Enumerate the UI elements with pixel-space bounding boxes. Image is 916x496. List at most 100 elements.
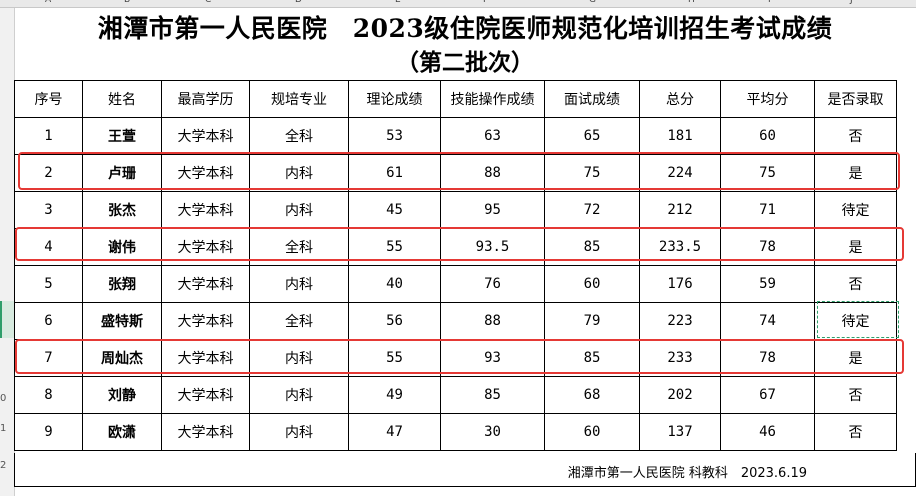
table-cell[interactable]: 欧潇 <box>82 413 162 451</box>
table-cell[interactable]: 79 <box>544 302 640 340</box>
table-cell[interactable]: 大学本科 <box>161 376 250 414</box>
table-cell[interactable]: 76 <box>440 265 545 303</box>
column-header-h[interactable]: H <box>688 0 695 5</box>
table-cell[interactable]: 88 <box>440 302 545 340</box>
column-header-j[interactable]: J <box>850 0 853 5</box>
column-header-c[interactable]: C <box>205 0 212 5</box>
table-cell[interactable]: 是 <box>814 154 897 192</box>
table-cell[interactable]: 内科 <box>249 339 349 377</box>
table-cell[interactable]: 61 <box>348 154 441 192</box>
table-cell[interactable]: 5 <box>14 265 83 303</box>
table-cell[interactable]: 周灿杰 <box>82 339 162 377</box>
table-cell[interactable]: 张杰 <box>82 191 162 229</box>
table-cell[interactable]: 93.5 <box>440 228 545 266</box>
table-cell[interactable]: 233 <box>639 339 721 377</box>
column-header-g[interactable]: G <box>589 0 596 5</box>
table-cell[interactable]: 72 <box>544 191 640 229</box>
table-cell[interactable]: 全科 <box>249 302 349 340</box>
table-cell[interactable]: 60 <box>544 265 640 303</box>
table-cell[interactable]: 202 <box>639 376 721 414</box>
column-title[interactable]: 总分 <box>639 80 721 118</box>
table-cell[interactable]: 张翔 <box>82 265 162 303</box>
row-header-label[interactable]: 2 <box>0 460 7 471</box>
table-cell[interactable]: 181 <box>639 117 721 155</box>
column-header-a[interactable]: A <box>45 0 52 5</box>
row-header-bar[interactable]: 0 1 2 <box>0 8 15 496</box>
table-cell[interactable]: 6 <box>14 302 83 340</box>
table-cell[interactable]: 2 <box>14 154 83 192</box>
table-cell[interactable]: 3 <box>14 191 83 229</box>
table-cell[interactable]: 大学本科 <box>161 302 250 340</box>
table-cell[interactable]: 全科 <box>249 117 349 155</box>
table-cell[interactable]: 78 <box>720 339 815 377</box>
table-cell[interactable]: 95 <box>440 191 545 229</box>
table-cell[interactable]: 30 <box>440 413 545 451</box>
row-header-label[interactable]: 0 <box>0 393 7 404</box>
column-header-i[interactable]: I <box>768 0 771 5</box>
table-cell[interactable]: 7 <box>14 339 83 377</box>
column-title[interactable]: 平均分 <box>720 80 815 118</box>
table-cell[interactable]: 85 <box>440 376 545 414</box>
table-cell[interactable]: 55 <box>348 339 441 377</box>
table-cell[interactable]: 内科 <box>249 191 349 229</box>
table-cell[interactable]: 88 <box>440 154 545 192</box>
table-cell[interactable]: 75 <box>544 154 640 192</box>
table-cell[interactable]: 65 <box>544 117 640 155</box>
table-cell[interactable]: 74 <box>720 302 815 340</box>
table-cell[interactable]: 224 <box>639 154 721 192</box>
table-cell[interactable]: 93 <box>440 339 545 377</box>
column-title[interactable]: 序号 <box>14 80 83 118</box>
table-cell[interactable]: 待定 <box>814 302 897 340</box>
footer-row[interactable]: 湘潭市第一人民医院 科教科 2023.6.19 <box>14 453 916 487</box>
table-cell[interactable]: 内科 <box>249 154 349 192</box>
table-cell[interactable]: 45 <box>348 191 441 229</box>
column-header-f[interactable]: F <box>483 0 489 5</box>
table-cell[interactable]: 85 <box>544 228 640 266</box>
column-title[interactable]: 是否录取 <box>814 80 897 118</box>
column-header-b[interactable]: B <box>124 0 131 5</box>
table-cell[interactable]: 60 <box>720 117 815 155</box>
table-cell[interactable]: 233.5 <box>639 228 721 266</box>
table-cell[interactable]: 47 <box>348 413 441 451</box>
table-cell[interactable]: 67 <box>720 376 815 414</box>
table-cell[interactable]: 刘静 <box>82 376 162 414</box>
column-title[interactable]: 技能操作成绩 <box>440 80 545 118</box>
table-cell[interactable]: 否 <box>814 413 897 451</box>
spreadsheet[interactable]: 湘潭市第一人民医院 2023级住院医师规范化培训招生考试成绩 （第二批次） 序号… <box>14 8 916 496</box>
table-cell[interactable]: 4 <box>14 228 83 266</box>
row-header-label[interactable]: 1 <box>0 423 7 434</box>
table-cell[interactable]: 8 <box>14 376 83 414</box>
table-cell[interactable]: 是 <box>814 339 897 377</box>
table-cell[interactable]: 60 <box>544 413 640 451</box>
table-cell[interactable]: 9 <box>14 413 83 451</box>
table-cell[interactable]: 68 <box>544 376 640 414</box>
table-cell[interactable]: 46 <box>720 413 815 451</box>
column-title[interactable]: 规培专业 <box>249 80 349 118</box>
column-header-d[interactable]: D <box>295 0 302 5</box>
column-header-e[interactable]: E <box>395 0 401 5</box>
table-cell[interactable]: 212 <box>639 191 721 229</box>
table-cell[interactable]: 全科 <box>249 228 349 266</box>
table-cell[interactable]: 待定 <box>814 191 897 229</box>
column-title[interactable]: 理论成绩 <box>348 80 441 118</box>
table-cell[interactable]: 内科 <box>249 265 349 303</box>
table-cell[interactable]: 谢伟 <box>82 228 162 266</box>
table-cell[interactable]: 是 <box>814 228 897 266</box>
table-cell[interactable]: 49 <box>348 376 441 414</box>
table-cell[interactable]: 大学本科 <box>161 413 250 451</box>
column-title[interactable]: 姓名 <box>82 80 162 118</box>
table-cell[interactable]: 71 <box>720 191 815 229</box>
table-cell[interactable]: 大学本科 <box>161 117 250 155</box>
table-cell[interactable]: 否 <box>814 117 897 155</box>
table-cell[interactable]: 内科 <box>249 413 349 451</box>
table-cell[interactable]: 1 <box>14 117 83 155</box>
table-cell[interactable]: 内科 <box>249 376 349 414</box>
table-cell[interactable]: 176 <box>639 265 721 303</box>
table-cell[interactable]: 55 <box>348 228 441 266</box>
table-cell[interactable]: 盛特斯 <box>82 302 162 340</box>
table-cell[interactable]: 63 <box>440 117 545 155</box>
table-cell[interactable]: 56 <box>348 302 441 340</box>
table-cell[interactable]: 137 <box>639 413 721 451</box>
table-cell[interactable]: 75 <box>720 154 815 192</box>
column-title[interactable]: 面试成绩 <box>544 80 640 118</box>
